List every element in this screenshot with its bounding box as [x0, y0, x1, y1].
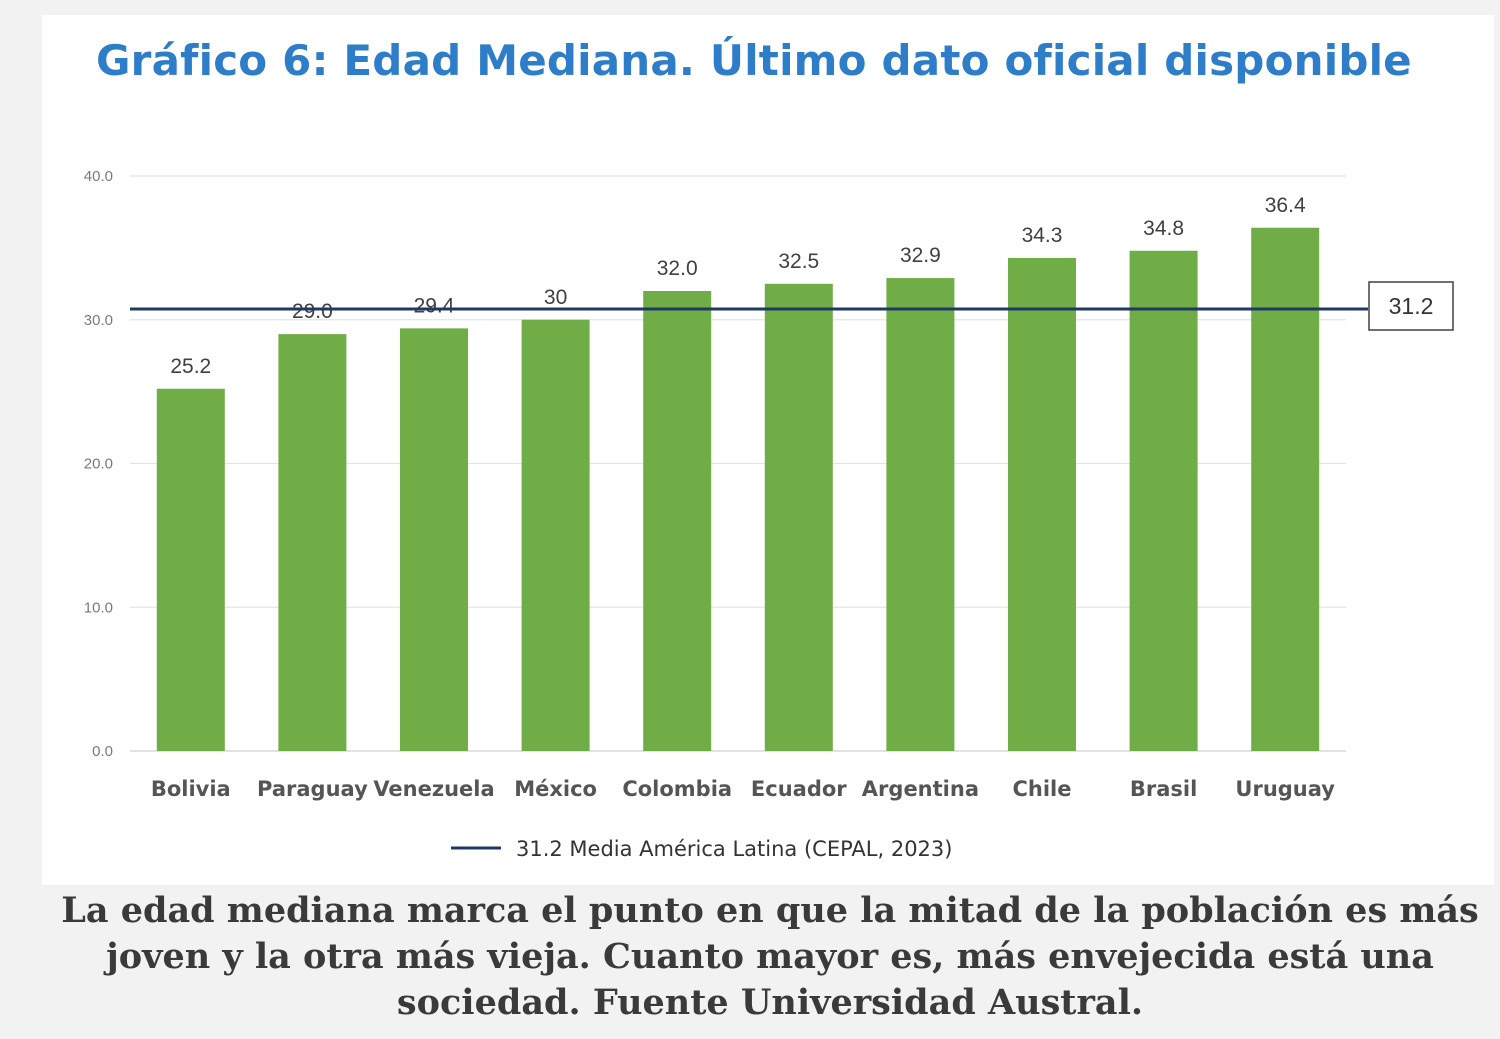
bar: [886, 278, 955, 751]
x-tick-label: Ecuador: [751, 777, 847, 801]
data-label: 32.0: [657, 257, 698, 280]
x-tick-label: Argentina: [862, 777, 979, 801]
bar: [643, 291, 712, 751]
y-axis-ticks: 0.0 10.0 20.0 30.0 40.0: [84, 168, 113, 760]
x-tick-label: Venezuela: [373, 777, 494, 801]
bar: [156, 388, 225, 751]
caption: La edad mediana marca el punto en que la…: [61, 890, 1479, 1023]
reference-line-group: 31.2: [130, 281, 1454, 331]
reference-value-label: 31.2: [1389, 293, 1434, 319]
bar: [278, 334, 347, 751]
x-axis-labels: Bolivia Paraguay Venezuela México Colombia Ec…: [151, 777, 1335, 801]
data-label: 29.4: [414, 294, 455, 317]
x-tick-label: Bolivia: [151, 777, 231, 801]
reference-value-box: [1368, 281, 1454, 331]
bar: [1129, 250, 1198, 751]
x-tick-label: Chile: [1012, 777, 1071, 801]
chart-title: Gráfico 6: Edad Mediana. Último dato ofi…: [96, 36, 1412, 85]
bar: [1251, 227, 1320, 751]
y-tick-label: 10.0: [84, 599, 113, 616]
data-label: 30: [544, 286, 567, 309]
legend: 31.2 Media América Latina (CEPAL, 2023): [451, 837, 952, 861]
x-tick-label: Paraguay: [257, 777, 368, 801]
bar: [1008, 257, 1076, 751]
y-tick-label: 20.0: [84, 456, 113, 473]
bar: [764, 283, 833, 751]
bars: [156, 227, 1320, 751]
data-labels: 25.2 29.0 29.4 30 32.0 32.5 32.9 34.3 34.8 36.4: [170, 194, 1306, 378]
legend-label: 31.2 Media América Latina (CEPAL, 2023): [516, 837, 952, 861]
data-label: 32.5: [778, 250, 819, 273]
y-tick-label: 30.0: [84, 312, 113, 329]
y-tick-label: 40.0: [84, 168, 113, 185]
y-tick-label: 0.0: [92, 743, 113, 760]
x-tick-label: Brasil: [1130, 777, 1197, 801]
data-label: 34.3: [1022, 224, 1063, 247]
bar: [400, 328, 468, 751]
x-tick-label: México: [514, 777, 597, 801]
bar: [521, 319, 590, 751]
data-label: 32.9: [900, 244, 941, 267]
x-tick-label: Uruguay: [1235, 777, 1335, 801]
x-tick-label: Colombia: [622, 777, 732, 801]
bar-chart: 0.0 10.0 20.0 30.0 40.0 25.2 29.0 29.4 30 32.0 32…: [84, 168, 1454, 861]
data-label: 29.0: [292, 300, 333, 323]
data-label: 36.4: [1265, 194, 1306, 217]
data-label: 34.8: [1143, 217, 1184, 240]
data-label: 25.2: [170, 355, 211, 378]
